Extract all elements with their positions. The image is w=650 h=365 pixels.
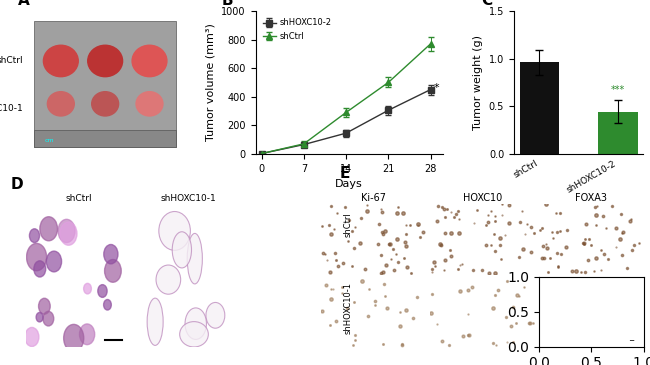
Circle shape bbox=[36, 312, 43, 322]
Circle shape bbox=[38, 298, 50, 314]
Title: HOXC10: HOXC10 bbox=[463, 193, 502, 203]
Circle shape bbox=[34, 261, 46, 277]
Circle shape bbox=[103, 300, 111, 310]
Text: ***: *** bbox=[611, 85, 625, 95]
Text: *: * bbox=[434, 83, 439, 93]
Y-axis label: shCtrl: shCtrl bbox=[309, 227, 318, 251]
Title: Ki-67: Ki-67 bbox=[361, 193, 386, 203]
Title: FOXA3: FOXA3 bbox=[575, 193, 607, 203]
Circle shape bbox=[105, 260, 122, 282]
Circle shape bbox=[64, 324, 84, 352]
Circle shape bbox=[40, 217, 57, 241]
Bar bbox=[599, 112, 638, 154]
Text: C: C bbox=[482, 0, 493, 8]
Text: D: D bbox=[10, 177, 23, 192]
Text: E: E bbox=[339, 166, 350, 181]
Circle shape bbox=[104, 245, 118, 264]
Text: shCtrl: shCtrl bbox=[0, 57, 23, 65]
Ellipse shape bbox=[147, 298, 163, 345]
Circle shape bbox=[29, 229, 40, 242]
Text: _: _ bbox=[629, 333, 634, 341]
Circle shape bbox=[44, 45, 78, 77]
Title: shHOXC10-1: shHOXC10-1 bbox=[161, 194, 216, 203]
Circle shape bbox=[88, 45, 123, 77]
Circle shape bbox=[25, 327, 39, 346]
FancyBboxPatch shape bbox=[34, 130, 176, 147]
Y-axis label: Tumor volume (mm³): Tumor volume (mm³) bbox=[206, 23, 216, 141]
Ellipse shape bbox=[156, 265, 181, 294]
Text: B: B bbox=[222, 0, 233, 8]
Circle shape bbox=[43, 311, 54, 326]
Title: shCtrl: shCtrl bbox=[65, 194, 92, 203]
Circle shape bbox=[60, 222, 77, 245]
Text: shCtrl: shCtrl bbox=[343, 212, 352, 237]
Circle shape bbox=[98, 285, 107, 297]
Circle shape bbox=[84, 283, 92, 294]
Circle shape bbox=[92, 92, 118, 116]
Bar bbox=[520, 62, 559, 154]
Ellipse shape bbox=[159, 211, 190, 250]
Circle shape bbox=[47, 92, 74, 116]
Circle shape bbox=[132, 45, 167, 77]
Circle shape bbox=[58, 219, 75, 242]
Circle shape bbox=[46, 251, 62, 272]
Ellipse shape bbox=[187, 233, 202, 284]
Text: shHOXC10-1: shHOXC10-1 bbox=[343, 283, 352, 334]
Y-axis label: Tumor weight (g): Tumor weight (g) bbox=[473, 35, 484, 130]
Ellipse shape bbox=[206, 303, 225, 328]
Ellipse shape bbox=[179, 322, 209, 347]
Ellipse shape bbox=[172, 232, 192, 268]
Circle shape bbox=[136, 92, 163, 116]
Legend: shHOXC10-2, shCtrl: shHOXC10-2, shCtrl bbox=[260, 15, 335, 44]
Text: shHOXC10-1: shHOXC10-1 bbox=[0, 104, 23, 113]
Circle shape bbox=[27, 243, 47, 271]
Text: cm: cm bbox=[45, 138, 55, 143]
X-axis label: Days: Days bbox=[335, 179, 363, 189]
Ellipse shape bbox=[185, 308, 207, 339]
Circle shape bbox=[79, 324, 95, 345]
FancyBboxPatch shape bbox=[34, 21, 176, 147]
Text: A: A bbox=[18, 0, 30, 8]
